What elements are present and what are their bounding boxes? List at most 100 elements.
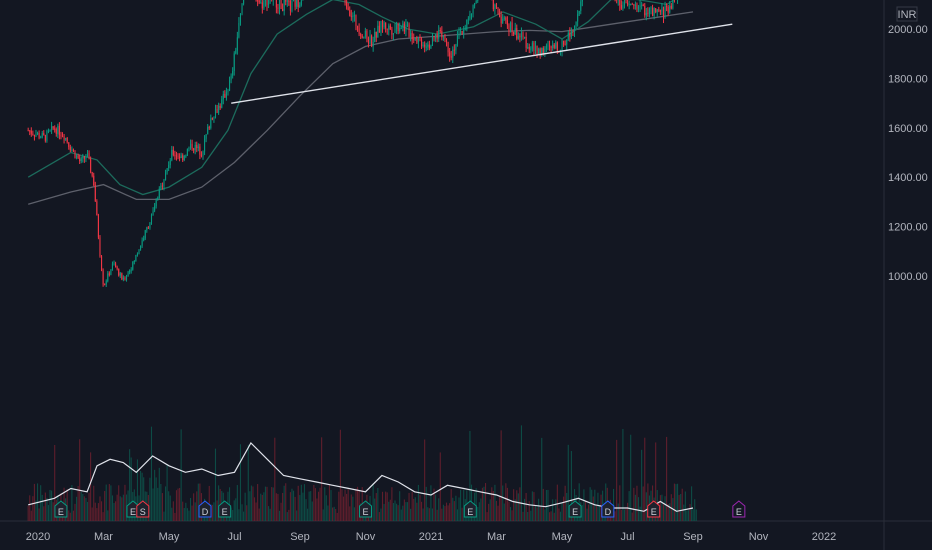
candle-body xyxy=(544,48,546,54)
event-marker-d[interactable]: D xyxy=(198,500,212,518)
event-marker-e[interactable]: E xyxy=(568,500,582,518)
event-marker-e[interactable]: E xyxy=(359,500,372,518)
candle-body xyxy=(628,4,630,6)
candle-body xyxy=(466,19,468,30)
volume-bar xyxy=(356,486,359,521)
event-marker-e[interactable]: E xyxy=(647,500,661,518)
event-marker-e[interactable]: E xyxy=(463,500,477,518)
volume-bar xyxy=(633,487,635,521)
volume-bar xyxy=(79,439,81,521)
candle-body xyxy=(648,8,650,14)
volume-bar xyxy=(99,496,101,521)
volume-bar xyxy=(288,509,290,521)
candle-body xyxy=(394,28,396,34)
volume-bar xyxy=(524,498,526,521)
volume-bar xyxy=(460,489,462,521)
price-axis[interactable]: 1000.00 1200.00 1400.00 1600.00 1800.00 2000.… xyxy=(888,0,928,283)
volume-bar xyxy=(296,510,298,521)
volume-bar xyxy=(558,508,560,521)
event-marker-d[interactable]: D xyxy=(601,500,615,518)
candle-body xyxy=(353,15,355,17)
candle-body xyxy=(204,138,206,152)
volume-bar xyxy=(436,509,438,521)
event-marker-e[interactable]: E xyxy=(732,500,746,518)
volume-bar xyxy=(104,491,106,521)
volume-bar xyxy=(180,429,182,521)
volume-bar xyxy=(516,490,518,521)
candle-body xyxy=(389,25,391,30)
volume-bar xyxy=(563,496,565,521)
volume-bar xyxy=(303,484,306,521)
candle-body xyxy=(494,4,496,10)
candle-body xyxy=(152,210,154,215)
volume-bar xyxy=(172,501,174,521)
candle-body xyxy=(221,99,223,108)
volume-bar xyxy=(183,508,185,521)
volume-bar xyxy=(250,485,252,521)
volume-bar xyxy=(492,491,494,521)
candle-body xyxy=(469,14,471,19)
volume-bar xyxy=(228,487,231,521)
volume-bar xyxy=(463,489,465,521)
volume-bar xyxy=(241,504,243,521)
candle-body xyxy=(435,34,437,39)
sma-slow-line xyxy=(28,11,694,205)
volume-bar xyxy=(211,504,213,521)
candle-body xyxy=(424,44,426,47)
event-marker-e[interactable]: E xyxy=(54,500,68,518)
volume-bar xyxy=(664,496,666,521)
volume-bar xyxy=(260,493,262,521)
candle-body xyxy=(369,35,371,44)
volume-bar xyxy=(623,509,626,521)
lower-trendline[interactable] xyxy=(231,23,733,104)
candle-body xyxy=(414,38,416,40)
candle-body xyxy=(428,44,430,49)
volume-moving-average xyxy=(28,442,694,512)
candle-body xyxy=(467,18,469,20)
volume-bar xyxy=(414,497,416,521)
volume-bar xyxy=(149,477,151,521)
volume-bar xyxy=(299,495,301,521)
event-marker-s[interactable]: S xyxy=(136,500,150,518)
volume-bar xyxy=(272,487,274,521)
time-axis[interactable]: 2020 Mar May Jul Sep Nov 2021 Mar May Jul Sep Nov 20… xyxy=(26,531,836,543)
candle-body xyxy=(282,8,284,11)
volume-bar xyxy=(186,508,188,521)
candle-body xyxy=(444,35,446,40)
candle-body xyxy=(288,0,290,2)
candle-body xyxy=(182,155,184,161)
candle-body xyxy=(360,34,362,36)
volume-bar xyxy=(188,510,190,521)
candle-body xyxy=(235,50,237,54)
volume-bar xyxy=(589,487,591,521)
trendlines[interactable] xyxy=(231,0,733,104)
candle-body xyxy=(185,155,187,157)
time-tick-label: Jul xyxy=(620,531,634,543)
volume-bar xyxy=(449,503,451,521)
event-marker-e[interactable]: E xyxy=(218,500,232,518)
candle-body xyxy=(100,256,103,271)
candle-body xyxy=(189,143,192,149)
candle-body xyxy=(378,25,380,33)
volume-bar xyxy=(76,496,78,521)
volume-bar xyxy=(669,503,671,521)
volume-bar xyxy=(481,487,483,521)
candle-body xyxy=(419,38,421,40)
candle-body xyxy=(133,260,135,262)
candle-body xyxy=(49,129,51,131)
volume-bar xyxy=(411,491,413,521)
volume-bar xyxy=(431,508,434,521)
candle-body xyxy=(58,125,60,136)
candle-body xyxy=(525,36,527,48)
candle-body xyxy=(548,45,551,47)
candle-body xyxy=(391,29,393,35)
candle-body xyxy=(77,155,79,159)
volume-bar xyxy=(678,494,680,521)
volume-bar xyxy=(442,504,444,521)
candle-body xyxy=(383,22,385,28)
candle-body xyxy=(91,171,93,176)
time-tick-label: Mar xyxy=(94,531,113,543)
